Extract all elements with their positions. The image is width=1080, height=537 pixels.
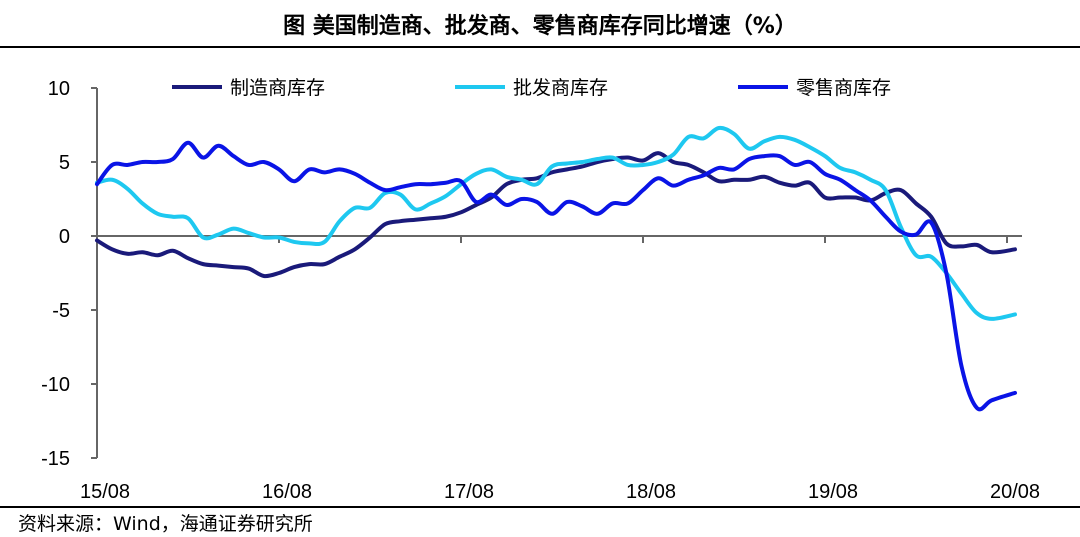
series-lines <box>95 125 1017 412</box>
series-line-1 <box>95 125 1017 321</box>
axes: 10 5 0 -5 -10 -15 15/08 16/08 17/08 18/08 19/08 20/… <box>41 78 1040 503</box>
y-tick-label: -15 <box>41 448 70 470</box>
x-tick-label: 16/08 <box>262 481 312 503</box>
legend-label-0: 制造商库存 <box>230 77 325 99</box>
legend-label-1: 批发商库存 <box>513 77 608 99</box>
y-tick-label: -10 <box>41 374 70 396</box>
legend: 制造商库存 批发商库存 零售商库存 <box>172 77 891 99</box>
chart-title: 图 美国制造商、批发商、零售商库存同比增速（%） <box>283 13 797 39</box>
source-note: 资料来源：Wind，海通证券研究所 <box>18 513 313 535</box>
y-tick-label: 5 <box>59 152 70 174</box>
y-tick-label: 10 <box>48 78 70 100</box>
y-tick-label: 0 <box>59 226 70 248</box>
x-tick-label: 18/08 <box>626 481 676 503</box>
x-tick-label: 20/08 <box>990 481 1040 503</box>
series-line-0 <box>95 151 1017 279</box>
x-tick-label: 15/08 <box>80 481 130 503</box>
y-tick-label: -5 <box>52 300 70 322</box>
series-line-2 <box>95 140 1017 412</box>
legend-label-2: 零售商库存 <box>796 77 891 99</box>
x-tick-label: 19/08 <box>808 481 858 503</box>
x-tick-label: 17/08 <box>444 481 494 503</box>
